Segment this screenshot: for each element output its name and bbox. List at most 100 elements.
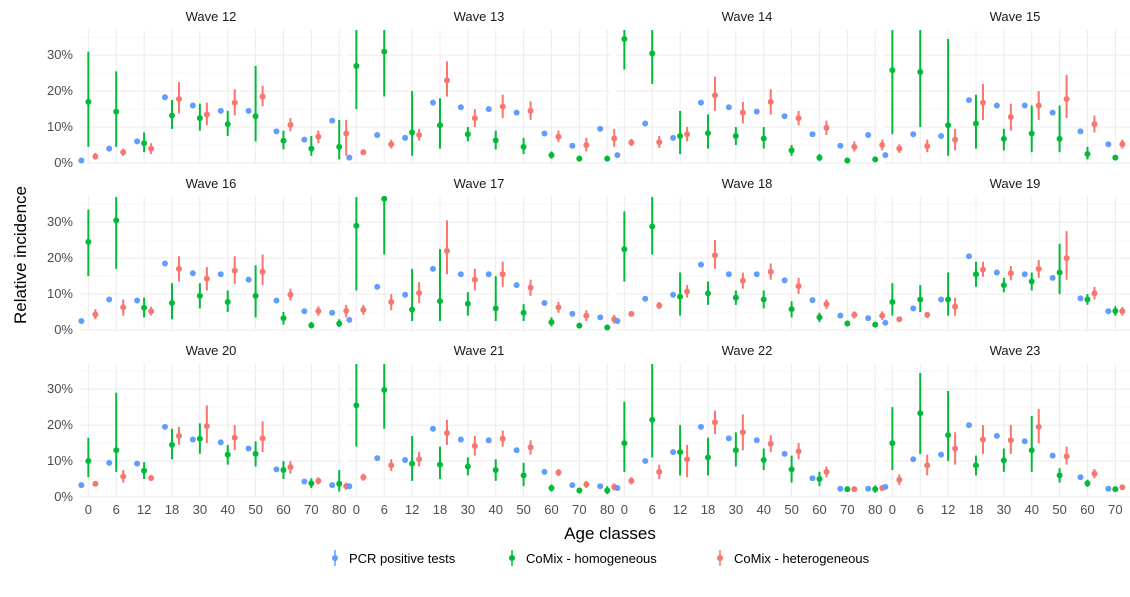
hom-point [224, 451, 231, 458]
x-tick-label: 0 [889, 502, 896, 517]
panel-wave-22: Wave 22 [614, 343, 886, 498]
pcr-point [993, 102, 1000, 109]
het-point [555, 133, 562, 140]
x-tick-label: 30 [997, 502, 1011, 517]
pcr-point [1049, 109, 1056, 116]
pcr-point [642, 458, 649, 465]
pcr-point [429, 265, 436, 272]
hom-point [141, 467, 148, 474]
hom-point [844, 157, 851, 164]
panel-grid-lines [884, 30, 1130, 164]
hom-point [308, 145, 315, 152]
panel-title: Wave 15 [990, 9, 1041, 24]
pcr-point [614, 318, 621, 325]
pcr-point [513, 282, 520, 289]
het-point [952, 445, 959, 452]
panel-title: Wave 17 [454, 176, 505, 191]
hom-point [889, 440, 896, 447]
het-point [148, 474, 155, 481]
hom-point [85, 238, 92, 245]
het-point [416, 289, 423, 296]
pcr-point [725, 271, 732, 278]
hom-point [492, 137, 499, 144]
hom-point [677, 133, 684, 140]
x-tick-label: 18 [433, 502, 447, 517]
panel-wave-20: Wave 20 [78, 343, 350, 498]
pcr-point [865, 485, 872, 492]
het-point [287, 121, 294, 128]
hom-point [308, 322, 315, 329]
legend-item: CoMix - heterogeneous [717, 550, 870, 566]
pcr-point [910, 305, 917, 312]
pcr-point [134, 138, 141, 145]
x-tick-label: 70 [840, 502, 854, 517]
hom-point [353, 222, 360, 229]
panel-title: Wave 19 [990, 176, 1041, 191]
hom-point [381, 195, 388, 202]
pcr-point [301, 136, 308, 143]
het-point [952, 303, 959, 310]
x-tick-label: 0 [85, 502, 92, 517]
hom-point [409, 129, 416, 136]
hom-point [436, 122, 443, 129]
pcr-point [882, 319, 889, 326]
pcr-point [614, 152, 621, 159]
pcr-point [106, 145, 113, 152]
het-point [879, 312, 886, 319]
pcr-point [374, 283, 381, 290]
pcr-point [374, 455, 381, 462]
het-point [952, 136, 959, 143]
hom-point [280, 137, 287, 144]
y-tick-label: 30% [47, 214, 73, 229]
hom-point [336, 320, 343, 327]
x-tick-label: 80 [600, 502, 614, 517]
hom-point [972, 120, 979, 127]
panel-title: Wave 23 [990, 343, 1041, 358]
pcr-point [1105, 308, 1112, 315]
pcr-point [753, 271, 760, 278]
het-point [527, 284, 534, 291]
het-point [231, 434, 238, 441]
pcr-point [753, 108, 760, 115]
x-tick-label: 6 [649, 502, 656, 517]
legend-label: CoMix - homogeneous [526, 551, 657, 566]
hom-point [816, 314, 823, 321]
hom-point [113, 108, 120, 115]
hom-point [252, 113, 259, 120]
panel-title: Wave 21 [454, 343, 505, 358]
het-point [360, 149, 367, 156]
het-point [388, 462, 395, 469]
y-tick-label: 10% [47, 119, 73, 134]
het-point [656, 302, 663, 309]
pcr-point [485, 437, 492, 444]
hom-point [604, 324, 611, 331]
x-tick-label: 6 [381, 502, 388, 517]
het-point [1119, 484, 1126, 491]
pcr-point [809, 475, 816, 482]
hom-point [945, 122, 952, 129]
het-point [315, 133, 322, 140]
pcr-point [161, 260, 168, 267]
hom-point [409, 460, 416, 467]
pcr-point [614, 485, 621, 492]
hom-point [704, 130, 711, 137]
hom-point [604, 487, 611, 494]
hom-point [917, 69, 924, 76]
x-tick-label: 12 [941, 502, 955, 517]
pcr-point [1049, 452, 1056, 459]
pcr-point [189, 270, 196, 277]
het-point [795, 448, 802, 455]
het-point [499, 103, 506, 110]
het-point [851, 486, 858, 493]
x-tick-label: 0 [353, 502, 360, 517]
hom-point [520, 143, 527, 150]
het-point [628, 310, 635, 317]
pcr-point [161, 94, 168, 101]
x-tick-label: 12 [405, 502, 419, 517]
het-point [360, 474, 367, 481]
hom-point [1056, 472, 1063, 479]
pcr-point [569, 482, 576, 489]
het-point [443, 247, 450, 254]
hom-point [224, 298, 231, 305]
het-point [711, 92, 718, 99]
